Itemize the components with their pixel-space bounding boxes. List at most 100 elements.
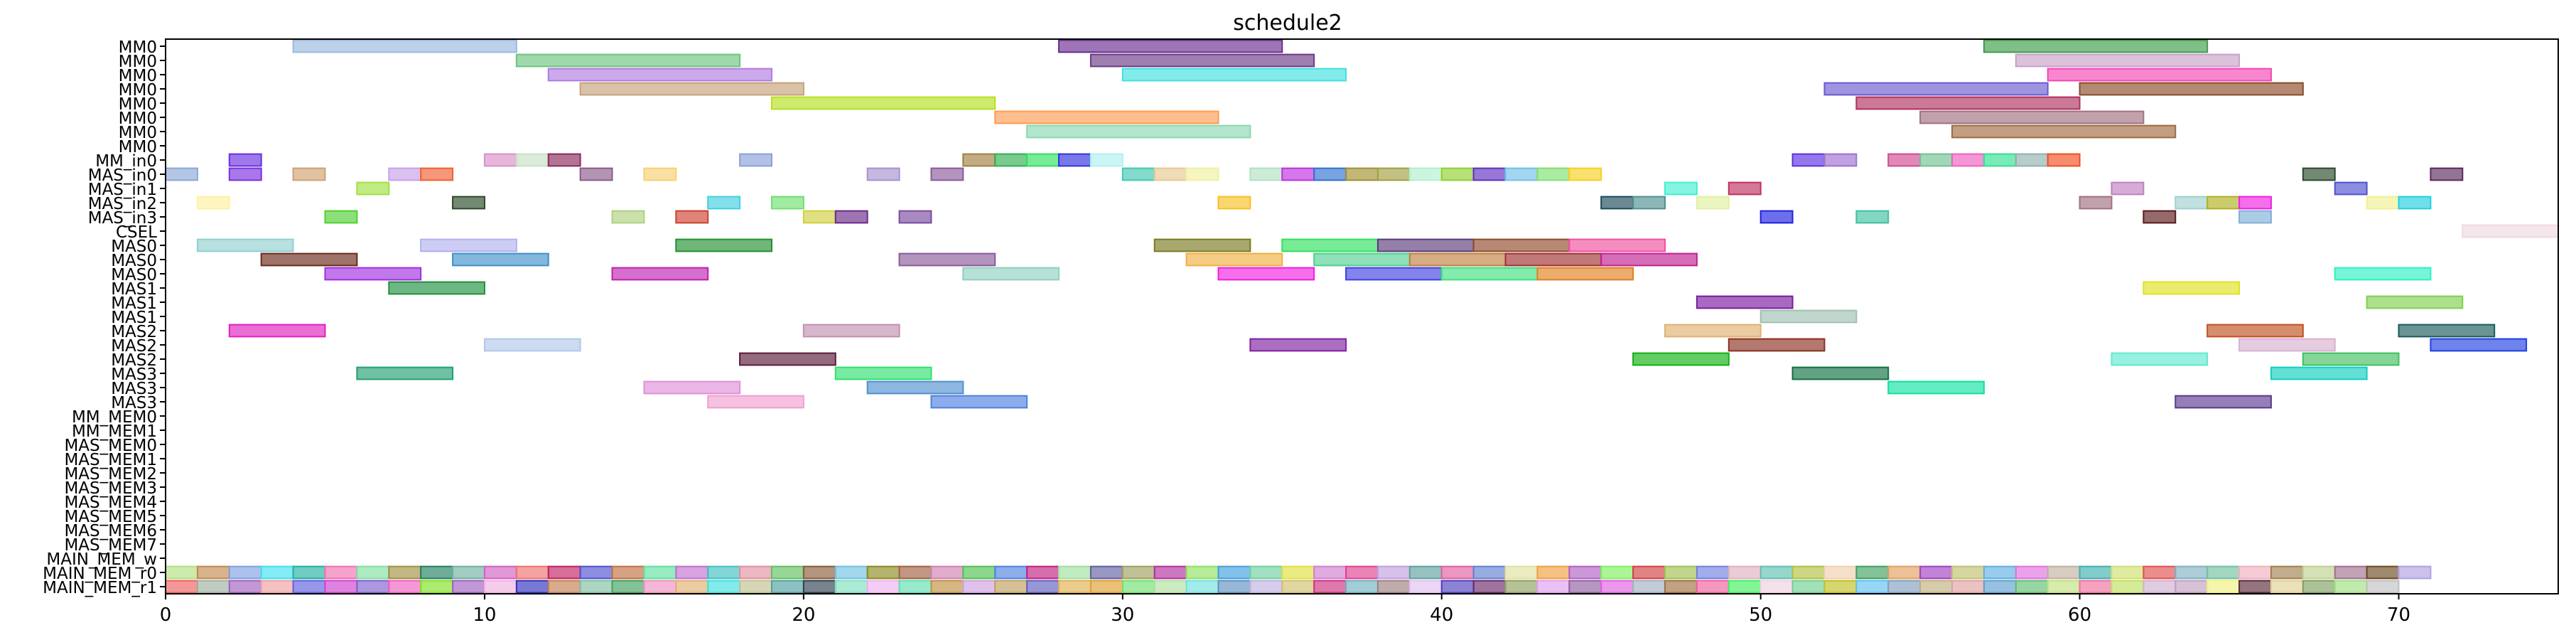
task-bar [2047,153,2081,167]
memory-bar [1058,565,1092,580]
task-bar [1058,153,1092,167]
task-bar [2334,181,2368,196]
y-tick-label: CSEL [116,223,157,242]
task-bar [1887,153,1922,167]
task-bar [2462,224,2560,238]
task-bar [1408,167,1443,181]
task-bar [515,153,549,167]
task-bar [2143,281,2241,295]
task-bar [1823,153,1858,167]
y-tick-label: MAS1 [111,309,157,327]
memory-bar [292,580,326,594]
memory-bar [1440,580,1475,594]
task-bar [1823,82,2049,96]
memory-bar [1951,580,1985,594]
memory-bar [1568,580,1602,594]
memory-bar [2398,565,2432,580]
task-bar [2334,267,2432,281]
memory-bar [1855,580,1890,594]
memory-bar [898,580,932,594]
task-bar [994,110,1219,124]
task-bar [1951,153,1985,167]
y-axis: MM0MM0MM0MM0MM0MM0MM0MM0MM_in0MAS_in0MAS… [43,38,166,597]
task-bar [1249,338,1347,352]
task-bar [611,267,709,281]
task-bar [643,167,677,181]
task-bar [962,153,996,167]
task-bar [1217,196,1251,210]
task-bar [515,53,741,68]
task-bar [2398,196,2432,210]
memory-bar [643,565,677,580]
x-tick-label: 70 [2387,604,2410,626]
task-bar [707,395,804,409]
memory-bar [1728,580,1762,594]
y-tick-label: MM0 [119,81,157,100]
memory-bar [2206,565,2241,580]
memory-bar [2238,565,2272,580]
memory-bar [802,580,836,594]
task-bar [1728,338,1826,352]
memory-bar [866,580,900,594]
memory-bar [1408,580,1443,594]
memory-bar [898,565,932,580]
memory-bar [1759,580,1794,594]
task-bar [2206,196,2241,210]
memory-bar [675,580,709,594]
y-tick-label: MAS_in3 [88,209,157,228]
memory-bar [2143,580,2177,594]
task-bar [1089,53,1315,68]
task-bar [1664,181,1698,196]
memory-bar [2047,580,2081,594]
task-bar [2366,295,2464,309]
task-bar [2111,352,2209,366]
memory-bar [2143,565,2177,580]
task-bar [834,366,932,380]
task-bar [1887,380,1985,395]
y-tick-label: MAS_MEM3 [64,479,157,498]
y-tick-label: MM0 [119,124,157,142]
x-tick-label: 60 [2068,604,2091,626]
task-bar [1504,252,1602,267]
memory-bar [2270,565,2304,580]
memory-bar [1759,565,1794,580]
memory-bar [1600,565,1634,580]
y-tick-label: MM_in0 [95,152,157,171]
task-bar [292,167,326,181]
task-bar [1185,252,1283,267]
task-bar [1153,238,1251,252]
y-tick-label: MAIN_MEM_w [46,550,157,569]
y-tick-label: MAS3 [111,380,157,398]
memory-bar [2174,580,2209,594]
task-bar [1026,124,1251,139]
memory-bar [356,565,390,580]
memory-bar [739,580,772,594]
y-tick-label: MAS_in0 [88,166,157,185]
task-bar [420,238,517,252]
memory-bar [1664,565,1698,580]
memory-bar [1504,580,1538,594]
task-bar [452,196,485,210]
memory-bar [1823,565,1858,580]
memory-bar [834,565,868,580]
y-tick-label: MAS0 [111,238,157,256]
memory-bar [1217,580,1251,594]
task-bar [1345,167,1379,181]
x-tick-label: 0 [160,604,172,626]
y-tick-label: MAS2 [111,351,157,370]
task-bar [1983,153,2017,167]
task-bar [1472,167,1507,181]
memory-bar [2174,565,2209,580]
x-axis: 0 10 20 30 40 50 60 70 [160,594,2410,626]
memory-bar [1983,580,2017,594]
memory-bar [1153,565,1187,580]
y-tick-label: MAS2 [111,337,157,356]
task-bar [356,181,390,196]
task-bar [866,380,964,395]
memory-bar [452,565,485,580]
memory-bar [2015,565,2049,580]
memory-bar [324,580,358,594]
y-tick-label: MAS_MEM7 [64,536,157,555]
task-bar [1504,167,1538,181]
task-bar [1026,153,1060,167]
